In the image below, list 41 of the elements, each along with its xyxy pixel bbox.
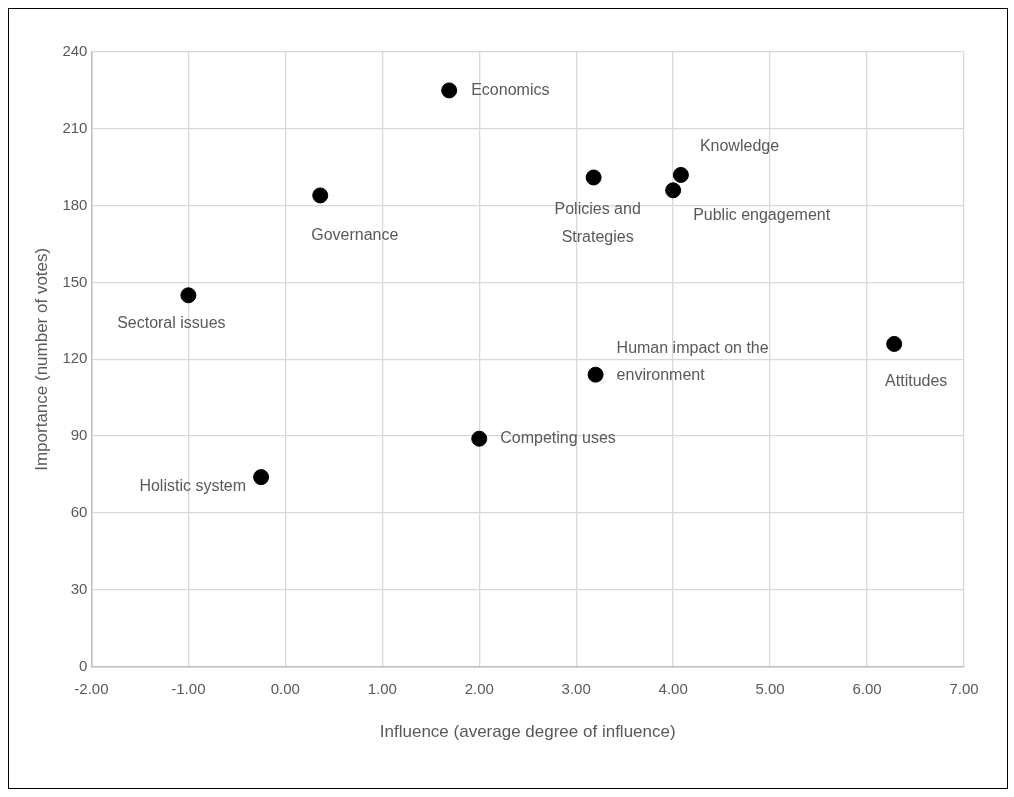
x-tick-label: 0.00 [270,679,300,697]
annotation: Economics [471,80,550,98]
x-tick-label: 3.00 [561,679,591,697]
y-tick-label: 180 [62,195,88,213]
annotation: Sectoral issues [117,313,226,331]
x-tick-label: 6.00 [852,679,882,697]
point [672,166,689,183]
point [587,366,604,383]
x-tick-label: 5.00 [755,679,785,697]
x-tick-label: -1.00 [171,679,206,697]
annotation: Competing uses [500,429,616,447]
y-tick-label: 60 [70,503,88,521]
point [441,82,458,99]
point [471,430,488,447]
y-tick-label: 150 [62,272,88,290]
y-tick-label: 90 [70,426,88,444]
point [180,287,197,304]
annotation: Attitudes [885,372,948,390]
y-tick-label: 240 [62,42,88,60]
point [312,187,329,204]
x-tick-label: 2.00 [464,679,494,697]
annotation: Policies and Strategies [554,199,641,245]
x-tick-label: 4.00 [658,679,688,697]
y-tick-label: 30 [70,579,88,597]
point [886,335,903,352]
y-tick-label: 210 [62,118,88,136]
x-tick-label: -2.00 [74,679,109,697]
point [585,169,602,186]
annotation: Public engagement [693,205,831,223]
y-tick-label: 0 [79,656,88,674]
y-axis-title: Importance (number of votes) [31,247,51,471]
point [253,469,270,486]
y-tick-label: 120 [62,349,88,367]
annotation: Holistic system [139,476,247,494]
x-tick-label: 1.00 [367,679,397,697]
annotation: Governance [311,225,399,243]
annotation: Knowledge [699,137,780,155]
point [665,182,682,199]
annotation: Human impact on the environment [616,338,769,383]
x-axis-title: Influence (average degree of influence) [379,722,676,742]
x-tick-label: 7.00 [949,679,979,697]
